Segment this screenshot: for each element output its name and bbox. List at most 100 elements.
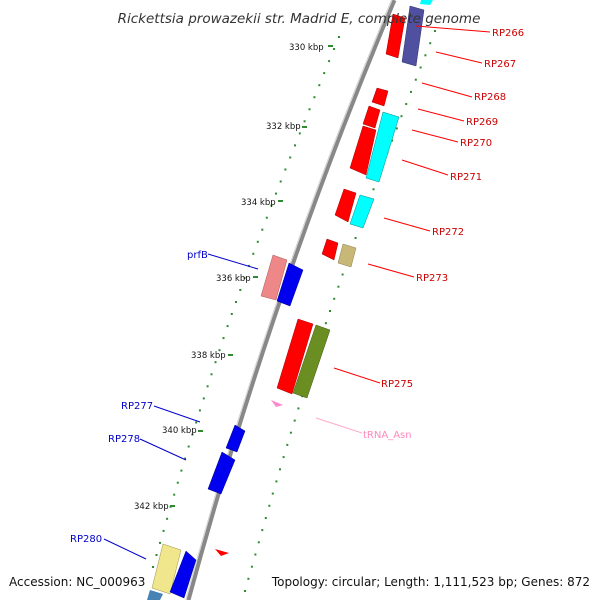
outer-ring-dot — [257, 541, 260, 544]
leader-rp278 — [139, 438, 187, 461]
inner-ring-dot — [218, 349, 221, 352]
outer-ring-dot — [341, 273, 344, 276]
gene-rp271-cog[interactable] — [365, 111, 400, 183]
inner-ring-dot — [265, 216, 268, 219]
inner-ring-dot — [313, 96, 316, 99]
leader-rp273 — [367, 263, 415, 278]
inner-ring-dot — [284, 168, 287, 171]
outer-ring-dot — [254, 553, 257, 556]
inner-ring-dot — [323, 72, 326, 75]
gene-rp275[interactable] — [276, 318, 314, 395]
leader-prfb — [207, 253, 259, 270]
gene-prfb[interactable] — [276, 262, 304, 307]
gene-label[interactable]: RP269 — [466, 117, 498, 128]
outer-ring-dot — [333, 297, 336, 300]
outer-ring-dot — [391, 139, 394, 142]
gene-top-cyan[interactable] — [420, 0, 433, 5]
gene-label[interactable]: RP280 — [70, 534, 102, 545]
leader-rp277 — [153, 405, 201, 423]
tick-mark — [278, 200, 283, 202]
outer-ring-dot — [286, 443, 289, 446]
leader-rp275 — [333, 367, 381, 384]
gene-rp275-cog[interactable] — [292, 324, 331, 399]
inner-ring-dot — [210, 373, 213, 376]
gene-label[interactable]: RP275 — [381, 379, 413, 390]
leader-rp270 — [411, 129, 459, 143]
gene-label[interactable]: RP272 — [432, 227, 464, 238]
outer-ring-dot — [395, 127, 398, 130]
outer-ring-dot — [324, 322, 327, 325]
gene-rp277[interactable] — [225, 424, 246, 453]
gene-label[interactable]: prfB — [187, 250, 208, 261]
outer-ring-dot — [405, 103, 408, 105]
map-title: Rickettsia prowazekii str. Madrid E, com… — [118, 11, 481, 27]
inner-ring-dot — [318, 84, 321, 87]
outer-ring-dot — [419, 66, 422, 69]
tick-label: 342 kbp — [134, 502, 169, 512]
outer-ring-dot — [429, 42, 432, 45]
inner-ring-dot — [173, 493, 176, 496]
outer-ring-dot — [268, 504, 271, 507]
gene-rp280[interactable] — [169, 550, 197, 599]
inner-ring-dot — [195, 421, 198, 424]
dotted-guide-rings — [152, 30, 436, 592]
tick-mark — [170, 505, 175, 507]
tick-label: 332 kbp — [266, 122, 301, 132]
gene-rp267-cog[interactable] — [401, 5, 425, 67]
tick-mark — [328, 45, 333, 47]
gene-trna-asn[interactable] — [271, 400, 283, 407]
gene-rp270[interactable] — [349, 125, 377, 176]
gene-label[interactable]: tRNA_Asn — [363, 430, 412, 441]
outer-ring-dot — [279, 468, 281, 471]
gene-label[interactable]: RP278 — [108, 434, 140, 445]
gene-label[interactable]: RP267 — [484, 59, 516, 70]
gene-bottom-steel[interactable] — [147, 590, 163, 600]
gene-label[interactable]: RP273 — [416, 273, 448, 284]
gene-label[interactable]: RP268 — [474, 92, 506, 103]
outer-ring-dot — [271, 492, 274, 495]
inner-ring-dot — [239, 289, 242, 291]
tick-mark — [253, 276, 258, 278]
inner-ring-dot — [338, 36, 340, 38]
gene-rp272[interactable] — [334, 188, 357, 223]
gene-label[interactable]: RP271 — [450, 172, 482, 183]
inner-ring-dot — [222, 337, 225, 340]
inner-ring-dot — [275, 192, 277, 195]
gene-rp278[interactable] — [207, 451, 236, 495]
inner-ring-dot — [279, 180, 282, 183]
gene-rp280-cog[interactable] — [151, 543, 182, 595]
inner-ring-dot — [230, 313, 233, 315]
tick-label: 338 kbp — [191, 351, 226, 361]
inner-ring-dot — [235, 301, 237, 303]
gene-label[interactable]: RP277 — [121, 401, 153, 412]
gene-label[interactable]: RP266 — [492, 28, 524, 39]
accession-label: Accession: NC_000963 — [9, 575, 145, 589]
outer-ring-dot — [372, 188, 375, 191]
leader-rp267 — [435, 51, 483, 64]
tick-label: 330 kbp — [289, 43, 324, 53]
outer-ring-dot — [247, 577, 250, 580]
leader-trna-asn — [315, 417, 363, 434]
tick-label: 340 kbp — [162, 426, 197, 436]
gene-rp268[interactable] — [371, 87, 389, 107]
outer-ring-dot — [337, 285, 340, 288]
outer-ring-dot — [414, 78, 417, 81]
inner-ring-dot — [261, 228, 264, 231]
inner-ring-dot — [243, 276, 246, 279]
leader-rp268 — [421, 82, 473, 98]
gene-rp273[interactable] — [321, 238, 339, 261]
inner-ring-dot — [187, 445, 190, 448]
inner-ring-dot — [176, 481, 179, 484]
inner-ring-dot — [294, 144, 296, 147]
tick-mark — [302, 126, 307, 128]
outer-ring-dot — [282, 456, 285, 459]
gene-rp273-cog[interactable] — [337, 243, 357, 268]
gene-rp269[interactable] — [362, 105, 381, 129]
gene-prfb-cog[interactable] — [260, 254, 288, 301]
gene-rp266[interactable] — [385, 13, 406, 59]
gene-label[interactable]: RP270 — [460, 138, 492, 149]
label-leaders — [103, 25, 491, 560]
gene-rp272-cog[interactable] — [349, 194, 375, 229]
inner-ring-dot — [180, 469, 183, 472]
gene-small-red[interactable] — [215, 549, 229, 556]
